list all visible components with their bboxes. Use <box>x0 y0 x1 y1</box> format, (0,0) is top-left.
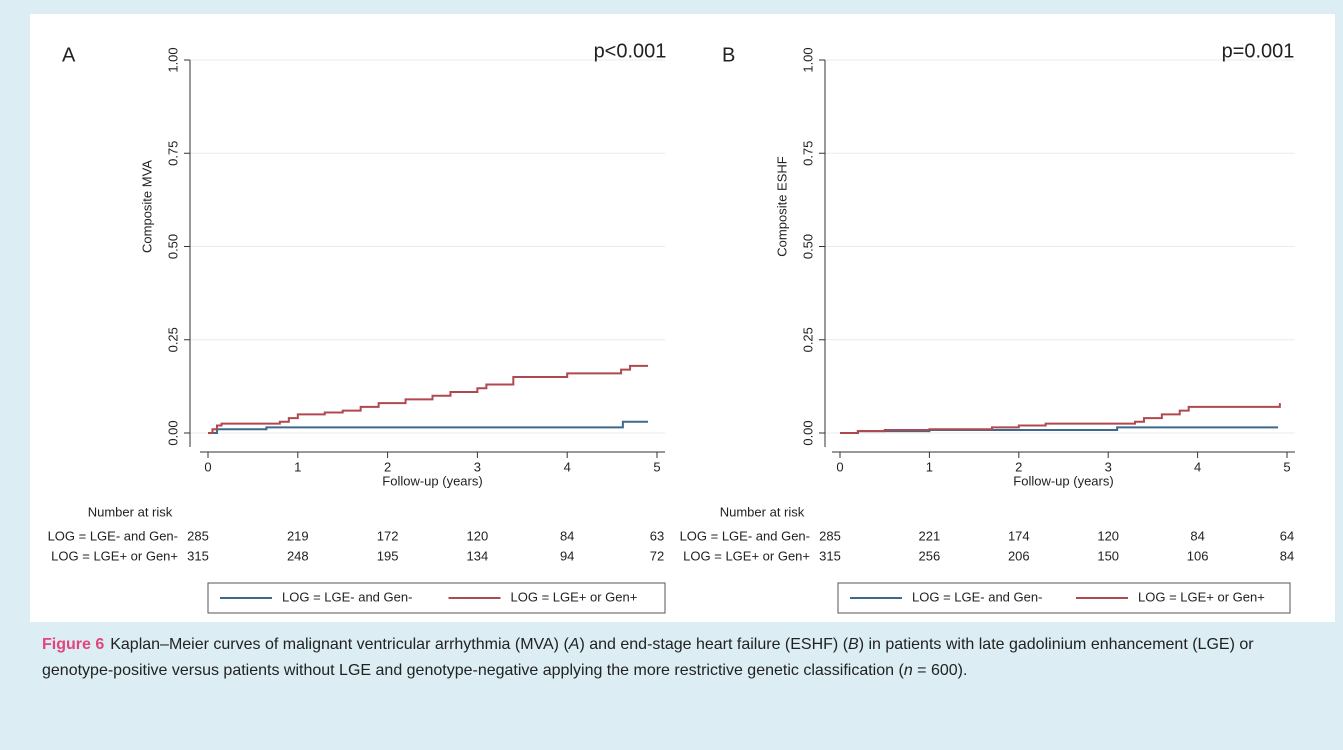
legend-label: LOG = LGE+ or Gen+ <box>511 589 638 604</box>
risk-count: 285 <box>819 528 841 543</box>
risk-count: 106 <box>1187 548 1209 563</box>
y-tick-label: 1.00 <box>800 47 815 72</box>
x-axis-label: Follow-up (years) <box>382 473 482 488</box>
y-tick-label: 0.50 <box>165 234 180 259</box>
legend-label: LOG = LGE- and Gen- <box>282 589 412 604</box>
survival-curve <box>840 403 1281 434</box>
x-tick-label: 1 <box>294 459 301 474</box>
y-tick-label: 0.75 <box>800 141 815 166</box>
risk-count: 221 <box>919 528 941 543</box>
caption-segment: A <box>568 636 580 653</box>
x-tick-label: 5 <box>653 459 660 474</box>
x-tick-label: 2 <box>384 459 391 474</box>
survival-curve <box>208 364 649 434</box>
figure: 0.00 0.25 0.50 0.75 1.00 0 1 2 3 4 5 Follow-up (yea… <box>30 14 1335 622</box>
y-tick-label: 0.00 <box>800 420 815 445</box>
legend-label: LOG = LGE+ or Gen+ <box>1138 589 1265 604</box>
risk-count: 63 <box>650 528 664 543</box>
legend-box <box>837 582 1291 614</box>
y-axis-label: Composite ESHF <box>774 156 789 256</box>
x-tick-label: 3 <box>1105 459 1112 474</box>
x-tick-label: 4 <box>1194 459 1201 474</box>
x-tick-label: 4 <box>564 459 571 474</box>
risk-count: 248 <box>287 548 309 563</box>
risk-count: 120 <box>467 528 489 543</box>
y-tick-label: 0.75 <box>165 141 180 166</box>
risk-count: 150 <box>1097 548 1119 563</box>
risk-count: 174 <box>1008 528 1030 543</box>
risk-count: 72 <box>650 548 664 563</box>
y-axis-label: Composite MVA <box>139 160 154 253</box>
risk-count: 195 <box>377 548 399 563</box>
p-value: p=0.001 <box>1222 40 1295 62</box>
p-value: p<0.001 <box>594 40 667 62</box>
x-tick-label: 5 <box>1283 459 1290 474</box>
caption-segment: Kaplan–Meier curves of malignant ventric… <box>110 636 569 653</box>
x-tick-label: 0 <box>204 459 211 474</box>
risk-row-name: LOG = LGE- and Gen- <box>48 528 178 543</box>
risk-count: 172 <box>377 528 399 543</box>
caption-segment: ) in patients with late gadolinium enhan… <box>42 636 1254 679</box>
panel-background <box>30 14 1335 622</box>
y-tick-label: 0.00 <box>165 420 180 445</box>
caption-label: Figure 6 <box>42 636 105 653</box>
risk-count: 64 <box>1280 528 1294 543</box>
x-tick-label: 3 <box>474 459 481 474</box>
risk-count: 256 <box>919 548 941 563</box>
caption-segment: ) and end-stage heart failure (ESHF) ( <box>579 636 849 653</box>
caption-segment: = 600). <box>912 662 968 679</box>
risk-row-name: LOG = LGE+ or Gen+ <box>683 548 810 563</box>
risk-count: 206 <box>1008 548 1030 563</box>
x-tick-label: 2 <box>1015 459 1022 474</box>
x-tick-label: 0 <box>836 459 843 474</box>
x-axis-label: Follow-up (years) <box>1013 473 1113 488</box>
risk-table-title: Number at risk <box>88 504 173 519</box>
risk-row-name: LOG = LGE- and Gen- <box>680 528 810 543</box>
panel-label: B <box>722 44 735 66</box>
risk-count: 315 <box>187 548 209 563</box>
risk-table-title: Number at risk <box>720 504 805 519</box>
risk-count: 84 <box>1280 548 1294 563</box>
y-tick-label: 0.25 <box>800 327 815 352</box>
risk-count: 134 <box>467 548 489 563</box>
caption-segment: n <box>903 662 913 679</box>
y-tick-label: 1.00 <box>165 47 180 72</box>
risk-count: 219 <box>287 528 309 543</box>
caption-text: Kaplan–Meier curves of malignant ventric… <box>42 636 1254 679</box>
y-tick-label: 0.50 <box>800 234 815 259</box>
risk-count: 120 <box>1097 528 1119 543</box>
panel-label: A <box>62 44 76 66</box>
caption-segment: B <box>848 636 859 653</box>
risk-count: 84 <box>560 528 574 543</box>
risk-count: 94 <box>560 548 574 563</box>
y-tick-label: 0.25 <box>165 327 180 352</box>
legend-label: LOG = LGE- and Gen- <box>912 589 1042 604</box>
risk-count: 285 <box>187 528 209 543</box>
caption: Figure 6 Kaplan–Meier curves of malignant… <box>42 632 1327 684</box>
risk-count: 315 <box>819 548 841 563</box>
legend-box <box>207 582 666 614</box>
risk-row-name: LOG = LGE+ or Gen+ <box>51 548 178 563</box>
survival-curve <box>208 420 649 434</box>
risk-count: 84 <box>1190 528 1204 543</box>
x-tick-label: 1 <box>926 459 933 474</box>
